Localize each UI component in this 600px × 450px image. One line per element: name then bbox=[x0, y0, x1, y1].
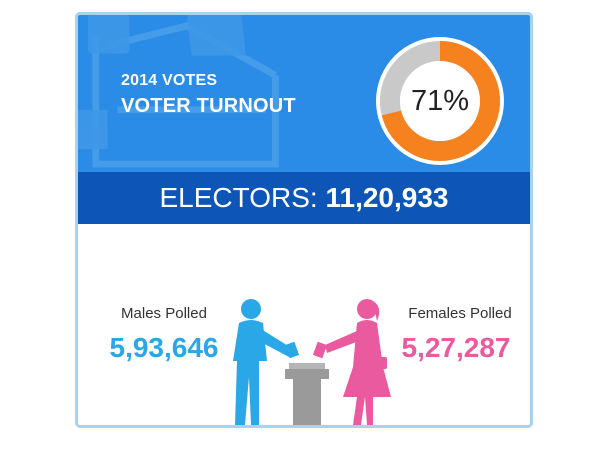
electors-value: 11,20,933 bbox=[325, 182, 449, 213]
electors-bar: ELECTORS: 11,20,933 bbox=[78, 172, 530, 224]
females-polled-label: Females Polled bbox=[408, 305, 512, 322]
header-panel: 2014 VOTES VOTER TURNOUT 71% bbox=[78, 15, 530, 172]
voters-illustration bbox=[233, 299, 391, 425]
donut-arc bbox=[380, 41, 500, 161]
males-polled-label: Males Polled bbox=[121, 305, 207, 322]
ballot-box-icon bbox=[285, 363, 329, 425]
turnout-card: 2014 VOTES VOTER TURNOUT 71% ELECTORS: 1… bbox=[75, 12, 533, 428]
females-polled-value: 5,27,287 bbox=[401, 332, 511, 363]
males-polled-value: 5,93,646 bbox=[109, 332, 219, 363]
donut-inner bbox=[400, 61, 480, 141]
year-label: 2014 VOTES bbox=[121, 72, 218, 89]
female-voter-icon bbox=[325, 299, 391, 425]
turnout-donut bbox=[376, 37, 504, 165]
male-voter-icon bbox=[233, 299, 293, 425]
electors-label: ELECTORS: bbox=[159, 182, 326, 213]
ballot-box-watermark-icon bbox=[78, 15, 279, 168]
male-ballot bbox=[284, 341, 300, 359]
turnout-percent: 71% bbox=[410, 85, 470, 117]
page-title: VOTER TURNOUT bbox=[121, 95, 296, 117]
female-ballot bbox=[312, 341, 328, 359]
